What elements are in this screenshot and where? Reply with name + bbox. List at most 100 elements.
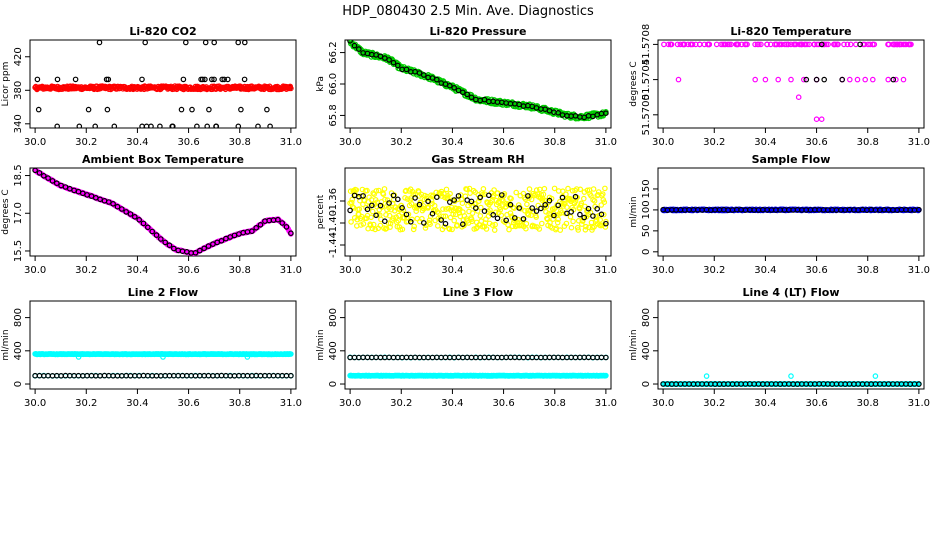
data-point-yellow <box>464 186 470 193</box>
data-point-magenta <box>674 41 681 48</box>
x-tick-label: 31.0 <box>595 398 617 409</box>
data-point-black <box>54 123 60 128</box>
data-point-black <box>288 372 294 379</box>
data-point-yellow <box>541 185 548 192</box>
plot-frame <box>657 300 925 390</box>
data-point-black <box>577 211 583 218</box>
x-tick-label: 30.6 <box>805 265 827 276</box>
data-point-magenta <box>785 41 791 48</box>
data-point-magenta-mid <box>854 76 861 83</box>
data-point-black <box>255 123 261 128</box>
data-point-black <box>394 196 401 203</box>
data-point-black <box>142 40 148 46</box>
x-tick-label: 30.4 <box>126 398 148 409</box>
x-tick-label: 31.0 <box>908 137 930 148</box>
y-tick-label: -1.44 <box>328 232 339 258</box>
data-point-cyan-dips <box>75 354 82 360</box>
data-point-black <box>412 195 418 201</box>
data-point-yellow <box>511 205 517 212</box>
data-point-black <box>598 211 605 218</box>
data-point-black <box>839 76 846 83</box>
data-point-yellow <box>524 201 530 208</box>
x-tick-label: 30.2 <box>390 398 412 409</box>
data-point-black <box>451 85 458 91</box>
data-point-magenta <box>667 41 674 48</box>
chart-panel-4: Ambient Box Temperature degrees C 30.0 30.2… <box>1 153 302 276</box>
data-point-yellow <box>456 210 463 216</box>
data-point-cyan-spikes <box>703 373 710 379</box>
data-point-black <box>364 206 371 213</box>
data-point-black <box>221 76 228 83</box>
data-point-yellow <box>383 212 389 218</box>
data-point-black <box>211 76 217 83</box>
data-point-magenta-mid <box>818 116 825 123</box>
data-point-black <box>468 94 475 101</box>
data-point-yellow <box>513 189 520 196</box>
x-tick-label: 31.0 <box>595 265 617 276</box>
data-point-yellow <box>427 221 433 228</box>
data-point-yellow <box>573 186 580 192</box>
data-point-black <box>403 211 410 218</box>
data-point-yellow <box>582 227 589 233</box>
data-point-yellow <box>347 188 354 195</box>
data-point-yellow <box>360 221 367 227</box>
data-point-black <box>818 41 825 48</box>
x-tick-label: 30.0 <box>339 265 361 276</box>
data-point-black <box>416 201 423 208</box>
data-point-black <box>516 205 523 211</box>
data-point-magenta <box>801 41 808 48</box>
x-tick-label: 31.0 <box>595 137 617 148</box>
chart-panel-2: Li-820 Pressure kPa 30.0 30.2 30.4 30.6 30.8 31… <box>316 25 617 148</box>
data-point-yellow <box>554 219 561 226</box>
data-point-yellow <box>575 227 582 233</box>
data-point-yellow <box>599 191 606 197</box>
data-point-yellow <box>563 220 570 227</box>
data-point-black <box>813 76 820 83</box>
x-tick-label: 31.0 <box>908 265 930 276</box>
data-point-yellow <box>598 202 605 208</box>
data-point-yellow <box>506 226 512 233</box>
data-point-black <box>433 194 440 201</box>
data-point-magenta <box>815 41 822 48</box>
data-point-magenta-mid <box>795 94 802 101</box>
x-tick-label: 30.8 <box>544 398 566 409</box>
x-tick-label: 30.2 <box>703 137 725 148</box>
data-point-black <box>198 76 204 83</box>
data-point-yellow <box>538 220 545 227</box>
data-point-yellow <box>477 204 484 211</box>
data-point-black <box>503 217 510 224</box>
y-axis-label: Licor ppm <box>1 62 11 107</box>
x-tick-label: 30.4 <box>126 265 148 276</box>
x-tick-label: 30.0 <box>339 398 361 409</box>
data-point-yellow <box>565 185 571 192</box>
chart-panel-3: Li-820 Temperature degrees C 30.0 30.2 30.4 3… <box>629 24 930 148</box>
data-point-black <box>257 222 264 228</box>
data-point-black <box>581 214 588 221</box>
data-point-black <box>206 106 212 113</box>
data-point-black <box>347 207 353 214</box>
data-point-magenta-mid <box>885 76 892 83</box>
data-point-magenta <box>665 41 672 48</box>
data-point-yellow <box>381 186 388 192</box>
data-point-yellow <box>602 185 608 192</box>
y-tick-label: -1.36 <box>328 188 339 214</box>
data-point-black <box>205 243 212 249</box>
y-tick-label: 0 <box>13 381 24 387</box>
data-point-black <box>213 123 220 128</box>
data-point-magenta <box>804 41 810 48</box>
data-point-black <box>202 40 209 46</box>
data-point-magenta-mid <box>762 76 769 83</box>
data-point-black <box>394 62 401 69</box>
panel-title: Line 4 (LT) Flow <box>743 286 840 299</box>
data-points <box>347 40 609 122</box>
data-points <box>660 373 922 388</box>
data-point-black <box>241 76 248 83</box>
data-point-yellow <box>534 191 541 197</box>
data-point-magenta <box>891 41 897 48</box>
data-point-black <box>555 110 562 116</box>
data-point-magenta <box>661 41 667 48</box>
plot-frame <box>657 167 925 257</box>
data-point-black <box>481 208 488 214</box>
data-point-magenta <box>844 41 851 48</box>
